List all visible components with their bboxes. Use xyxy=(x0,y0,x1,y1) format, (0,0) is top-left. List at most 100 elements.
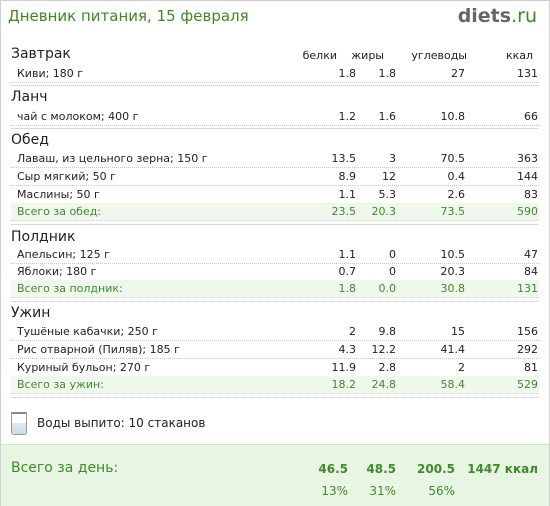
column-header-protein: белки xyxy=(302,49,337,62)
total-carbs: 30.8 xyxy=(440,282,466,295)
water-glass-icon xyxy=(11,412,27,435)
day-kcal: 1447 ккал xyxy=(467,462,538,476)
food-name: чай с молоком; 400 г xyxy=(17,110,139,123)
day-protein-percent: 13% xyxy=(321,484,348,498)
food-row[interactable]: Куриный бульон; 270 г 11.9 2.8 2 81 xyxy=(11,359,539,377)
total-label: Всего за полдник: xyxy=(17,282,123,295)
food-row[interactable]: Маслины; 50 г 1.1 5.3 2.6 83 xyxy=(11,186,539,204)
food-kcal: 156 xyxy=(517,325,538,338)
food-protein: 1.8 xyxy=(338,67,357,80)
water-text: Воды выпито: 10 стаканов xyxy=(37,416,206,430)
section-divider xyxy=(11,128,539,129)
food-protein: 8.9 xyxy=(338,170,357,183)
food-carbs: 2.6 xyxy=(447,188,466,201)
total-fat: 20.3 xyxy=(371,205,397,218)
food-carbs: 0.4 xyxy=(447,170,466,183)
logo-suffix: .ru xyxy=(511,5,537,27)
day-protein: 46.5 xyxy=(318,462,348,476)
food-fat: 0 xyxy=(389,265,396,278)
food-fat: 12 xyxy=(382,170,396,183)
food-name: Рис отварной (Пиляв); 185 г xyxy=(17,343,180,356)
food-protein: 1.2 xyxy=(338,110,357,123)
food-carbs: 70.5 xyxy=(440,152,466,165)
food-name: Яблоки; 180 г xyxy=(17,265,97,278)
day-fat: 48.5 xyxy=(366,462,396,476)
food-protein: 13.5 xyxy=(331,152,357,165)
food-carbs: 27 xyxy=(451,67,465,80)
food-row[interactable]: чай с молоком; 400 г 1.2 1.6 10.8 66 xyxy=(11,108,539,126)
food-kcal: 131 xyxy=(517,67,538,80)
food-protein: 1.1 xyxy=(338,248,357,261)
meal-total-row: Всего за обед: 23.5 20.3 73.5 590 xyxy=(11,203,539,221)
day-fat-percent: 31% xyxy=(369,484,396,498)
column-header-fat: жиры xyxy=(351,49,384,62)
total-fat: 24.8 xyxy=(371,378,397,391)
total-fat: 0.0 xyxy=(378,282,397,295)
food-carbs: 10.8 xyxy=(440,110,466,123)
food-protein: 4.3 xyxy=(338,343,357,356)
section-divider xyxy=(11,397,539,398)
food-protein: 11.9 xyxy=(331,361,357,374)
food-carbs: 10.5 xyxy=(440,248,466,261)
food-fat: 9.8 xyxy=(378,325,397,338)
site-logo[interactable]: diets.ru xyxy=(458,5,537,27)
total-label: Всего за ужин: xyxy=(17,378,104,391)
food-row[interactable]: Яблоки; 180 г 0.7 0 20.3 84 xyxy=(11,263,539,281)
food-row[interactable]: Апельсин; 125 г 1.1 0 10.5 47 xyxy=(11,246,539,264)
food-name: Апельсин; 125 г xyxy=(17,248,110,261)
food-protein: 1.1 xyxy=(338,188,357,201)
meal-title-supper: Ужин xyxy=(11,305,51,321)
section-divider xyxy=(11,85,539,86)
total-protein: 18.2 xyxy=(331,378,357,391)
header: Дневник питания, 15 февраля diets.ru xyxy=(1,1,549,35)
meal-title-dinner: Обед xyxy=(11,132,49,148)
day-total-label: Всего за день: xyxy=(11,460,119,476)
section-divider xyxy=(11,224,539,225)
page-title: Дневник питания, 15 февраля xyxy=(8,7,249,25)
food-kcal: 81 xyxy=(524,361,538,374)
food-name: Тушёные кабачки; 250 г xyxy=(17,325,158,338)
food-row[interactable]: Рис отварной (Пиляв); 185 г 4.3 12.2 41.… xyxy=(11,341,539,359)
total-carbs: 58.4 xyxy=(440,378,466,391)
meal-title-breakfast: Завтрак xyxy=(11,46,71,62)
food-name: Маслины; 50 г xyxy=(17,188,100,201)
total-protein: 1.8 xyxy=(338,282,357,295)
total-kcal: 529 xyxy=(517,378,538,391)
food-row[interactable]: Лаваш, из цельного зерна; 150 г 13.5 3 7… xyxy=(11,150,539,168)
total-label: Всего за обед: xyxy=(17,205,102,218)
food-protein: 2 xyxy=(349,325,356,338)
meal-title-lunch: Ланч xyxy=(11,89,48,105)
food-kcal: 292 xyxy=(517,343,538,356)
food-fat: 0 xyxy=(389,248,396,261)
food-protein: 0.7 xyxy=(338,265,357,278)
food-name: Киви; 180 г xyxy=(17,67,84,80)
food-name: Сыр мягкий; 50 г xyxy=(17,170,116,183)
food-fat: 1.8 xyxy=(378,67,397,80)
food-fat: 2.8 xyxy=(378,361,397,374)
food-kcal: 47 xyxy=(524,248,538,261)
total-kcal: 590 xyxy=(517,205,538,218)
column-header-carbs: углеводы xyxy=(411,49,467,62)
food-row[interactable]: Тушёные кабачки; 250 г 2 9.8 15 156 xyxy=(11,323,539,341)
column-header-kcal: ккал xyxy=(505,49,533,62)
day-carbs-percent: 56% xyxy=(428,484,455,498)
food-carbs: 2 xyxy=(458,361,465,374)
food-fat: 3 xyxy=(389,152,396,165)
food-carbs: 20.3 xyxy=(440,265,466,278)
food-carbs: 41.4 xyxy=(440,343,466,356)
food-kcal: 84 xyxy=(524,265,538,278)
total-protein: 23.5 xyxy=(331,205,357,218)
food-kcal: 144 xyxy=(517,170,538,183)
meal-title-snack: Полдник xyxy=(11,229,76,245)
food-kcal: 83 xyxy=(524,188,538,201)
total-carbs: 73.5 xyxy=(440,205,466,218)
food-row[interactable]: Киви; 180 г 1.8 1.8 27 131 xyxy=(11,65,539,83)
meal-total-row: Всего за ужин: 18.2 24.8 58.4 529 xyxy=(11,376,539,394)
food-row[interactable]: Сыр мягкий; 50 г 8.9 12 0.4 144 xyxy=(11,168,539,186)
food-carbs: 15 xyxy=(451,325,465,338)
food-fat: 5.3 xyxy=(378,188,397,201)
day-carbs: 200.5 xyxy=(417,462,455,476)
total-kcal: 131 xyxy=(517,282,538,295)
food-kcal: 363 xyxy=(517,152,538,165)
